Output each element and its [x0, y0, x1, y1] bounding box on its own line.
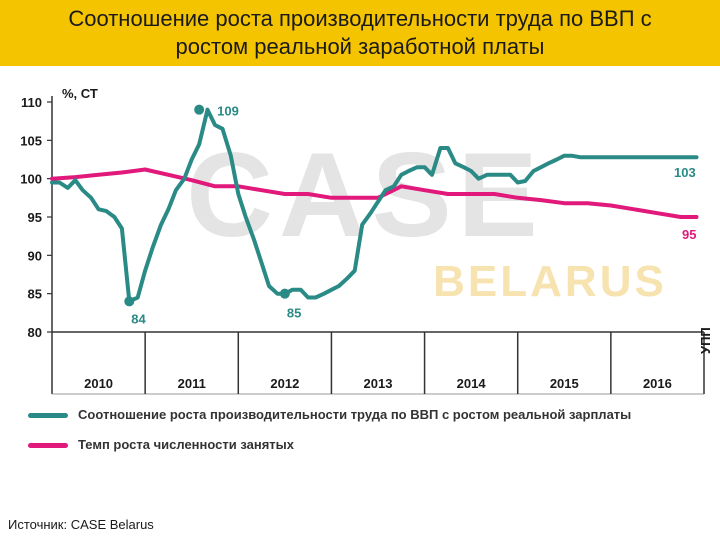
- x-tick-label: 2013: [364, 376, 393, 391]
- data-label: 103: [674, 165, 696, 180]
- data-label: 109: [217, 104, 239, 119]
- x-tick-label: 2014: [457, 376, 487, 391]
- title-line-1: Соотношение роста производительности тру…: [68, 6, 652, 31]
- y-tick-label: 85: [28, 287, 42, 302]
- legend-label: Темп роста численности занятых: [78, 437, 294, 452]
- axes: 80 85 90 95 100 105 110 2010 2011 2012 2013 2014 201…: [20, 95, 705, 395]
- source-note: Источник: CASE Belarus: [8, 517, 154, 532]
- peak-marker: [194, 104, 205, 115]
- y-tick-label: 110: [21, 95, 42, 110]
- trough-marker: [279, 288, 290, 299]
- legend-swatch-teal: [28, 413, 68, 418]
- series-line-productivity: [50, 107, 699, 304]
- y-tick-label: 100: [20, 172, 42, 187]
- slide-title: Соотношение роста производительности тру…: [0, 0, 720, 66]
- watermark-sub: BELARUS: [433, 257, 667, 306]
- series-line-employment: [50, 167, 699, 219]
- x-tick-label: 2012: [270, 376, 299, 391]
- trough-marker: [124, 296, 135, 307]
- title-line-2: ростом реальной заработной платы: [175, 34, 545, 59]
- y-tick-label: 95: [28, 210, 42, 225]
- data-label: 95: [682, 227, 696, 242]
- data-label: 84: [131, 311, 146, 326]
- x-tick-label: 2015: [550, 376, 579, 391]
- y-axis-label: %, СТ: [62, 86, 98, 101]
- chart-area: CASE BELARUS 80 85 90 95 100 105 110 2010 2011 20…: [0, 66, 720, 466]
- legend-item-productivity: Соотношение роста производительности тру…: [28, 400, 631, 430]
- x-tick-label: 2011: [178, 376, 206, 391]
- legend-item-employment: Темп роста численности занятых: [28, 430, 631, 460]
- watermark: CASE BELARUS: [186, 128, 667, 306]
- legend-label: Соотношение роста производительности тру…: [78, 407, 632, 422]
- line-chart: CASE BELARUS 80 85 90 95 100 105 110 2010 2011 20…: [20, 86, 713, 395]
- y-tick-label: 105: [20, 133, 42, 148]
- y-tick-label: 80: [28, 325, 42, 340]
- y-tick-label: 90: [28, 248, 42, 263]
- legend: Соотношение роста производительности тру…: [28, 400, 631, 460]
- series-layer: [50, 107, 699, 304]
- x-tick-label: 2016: [643, 376, 672, 391]
- x-tick-label: 2010: [84, 376, 113, 391]
- data-label: 85: [287, 306, 301, 321]
- annotations: 109 84 85 103 95: [124, 104, 696, 326]
- legend-swatch-pink: [28, 443, 68, 448]
- side-label: УПП: [698, 327, 713, 354]
